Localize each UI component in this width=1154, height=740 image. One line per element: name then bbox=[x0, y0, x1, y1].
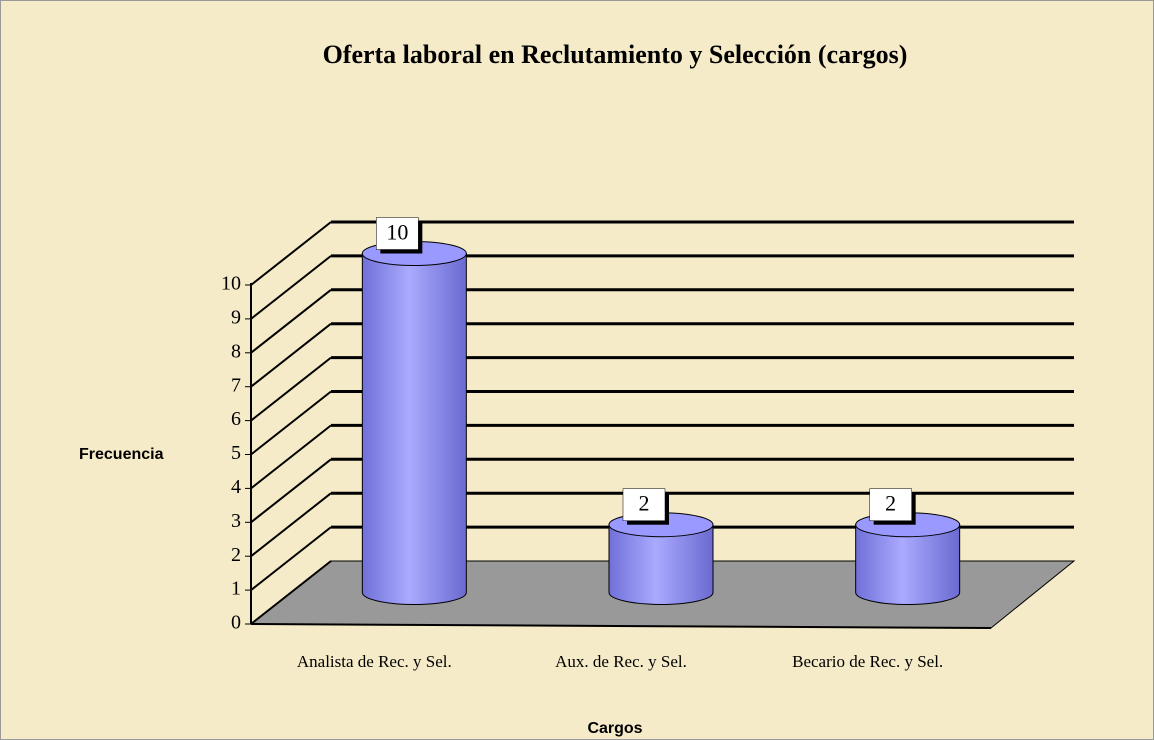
grid-line bbox=[250, 560, 332, 625]
value-label-box bbox=[622, 488, 666, 521]
x-axis bbox=[250, 623, 992, 629]
y-tick-label: 7 bbox=[231, 374, 241, 396]
chart-title: Oferta laboral en Reclutamiento y Selecc… bbox=[323, 40, 908, 69]
value-label: 2 bbox=[885, 491, 896, 516]
x-tick-label: Analista de Rec. y Sel. bbox=[296, 652, 452, 671]
grid-line bbox=[250, 458, 332, 524]
y-tick-label: 5 bbox=[231, 442, 241, 464]
grid-line bbox=[250, 492, 332, 557]
y-axis-label: Frecuencia bbox=[79, 446, 164, 463]
grid-line bbox=[250, 390, 332, 456]
y-tick-label: 1 bbox=[231, 578, 241, 600]
value-label-box bbox=[376, 217, 419, 250]
y-tick-label: 8 bbox=[231, 340, 241, 362]
grid-line bbox=[250, 289, 332, 354]
grid-line bbox=[250, 255, 332, 320]
grid-line bbox=[250, 424, 332, 490]
bar-body bbox=[855, 524, 961, 605]
grid-line bbox=[250, 526, 332, 591]
bar bbox=[608, 512, 714, 605]
x-axis-label: Cargos bbox=[587, 720, 642, 737]
grid-line bbox=[250, 322, 332, 388]
y-tick-label: 9 bbox=[231, 306, 241, 328]
value-label: 2 bbox=[639, 491, 650, 516]
grid-line bbox=[250, 221, 332, 286]
y-tick-label: 4 bbox=[231, 476, 241, 498]
bar bbox=[855, 512, 961, 605]
y-tick-label: 3 bbox=[231, 510, 241, 532]
y-tick-label: 10 bbox=[221, 273, 241, 295]
bar-body bbox=[361, 253, 467, 605]
x-tick-label: Aux. de Rec. y Sel. bbox=[555, 652, 687, 671]
value-label-box bbox=[869, 488, 912, 521]
bar-body bbox=[608, 524, 714, 605]
y-tick-label: 2 bbox=[231, 544, 241, 566]
y-tick-label: 6 bbox=[231, 408, 241, 430]
y-tick-label: 0 bbox=[231, 612, 241, 634]
bar bbox=[361, 241, 467, 605]
value-label: 10 bbox=[386, 220, 408, 245]
grid-line bbox=[250, 356, 332, 422]
x-tick-label: Becario de Rec. y Sel. bbox=[792, 652, 944, 671]
